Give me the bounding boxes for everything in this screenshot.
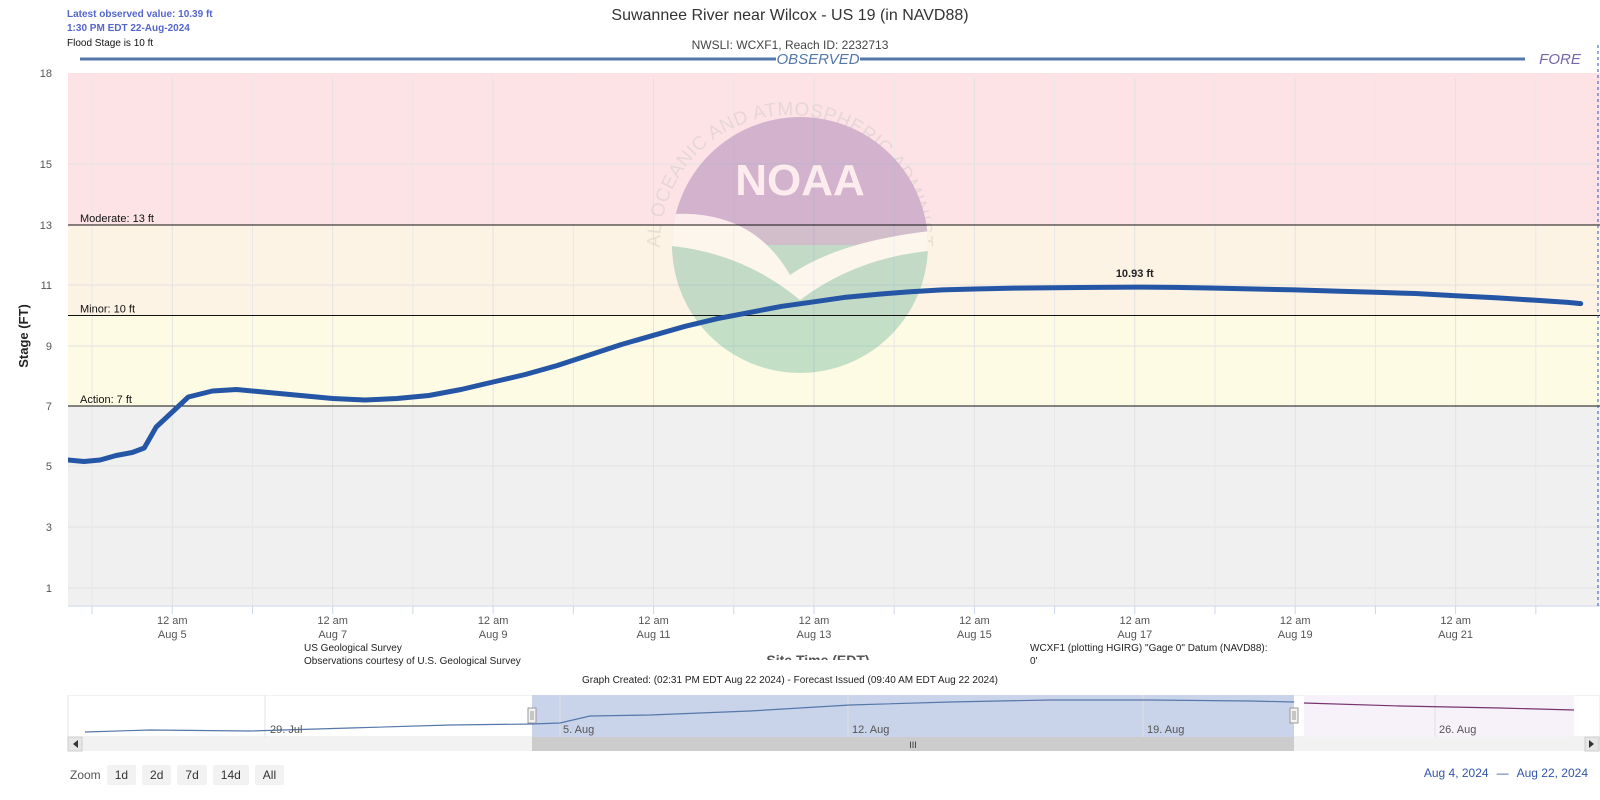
- chevron-left-icon: [73, 740, 78, 748]
- x-tick-label-date: Aug 13: [797, 629, 832, 641]
- x-tick-label-date: Aug 15: [957, 629, 992, 641]
- zoom-controls: Zoom 1d 2d 7d 14d All: [70, 764, 285, 786]
- peak-data-label: 10.93 ft: [1116, 268, 1154, 280]
- band-moderate: [68, 73, 1600, 225]
- zoom-7d-button[interactable]: 7d: [177, 765, 207, 785]
- x-tick-label-date: Aug 9: [479, 629, 508, 641]
- navigator-forecast-line: [1303, 702, 1575, 711]
- navigator-label-4: 26. Aug: [1439, 724, 1476, 736]
- navigator-selected-range[interactable]: [532, 695, 1294, 737]
- zoom-2d-button[interactable]: 2d: [142, 765, 172, 785]
- zoom-14d-button[interactable]: 14d: [212, 765, 249, 785]
- range-separator: —: [1496, 766, 1509, 780]
- x-tick-label-time: 12 am: [1119, 615, 1150, 627]
- range-navigator[interactable]: 29. Jul 5. Aug 12. Aug 19. Aug 26. Aug I…: [0, 695, 1600, 753]
- series-line-0: [68, 284, 1584, 464]
- x-tick-label-time: 12 am: [638, 615, 669, 627]
- x-tick-label-time: 12 am: [799, 615, 830, 627]
- threshold-label-moderate: Moderate: 13 ft: [80, 213, 154, 225]
- zoom-1d-button[interactable]: 1d: [106, 765, 137, 785]
- navigator-handle-right[interactable]: [1289, 707, 1299, 724]
- datum-line-2: 0': [1030, 656, 1038, 667]
- x-axis-title: Site Time (EDT): [766, 652, 869, 660]
- band-normal: [68, 406, 1600, 606]
- stage-bands: [68, 73, 1600, 606]
- navigator-label-0: 29. Jul: [270, 724, 302, 736]
- y-tick-label: 15: [40, 159, 52, 171]
- x-tick-label-date: Aug 19: [1278, 629, 1313, 641]
- x-axis: 12 am Aug 5 12 am Aug 7 12 am Aug 9 12 am Aug 1…: [68, 605, 1600, 641]
- y-tick-label: 18: [40, 68, 52, 80]
- threshold-label-minor: Minor: 10 ft: [80, 304, 135, 316]
- zoom-label: Zoom: [70, 768, 101, 782]
- y-tick-label: 11: [41, 280, 52, 292]
- source-line-1: US Geological Survey: [304, 643, 402, 654]
- navigator-label-3: 19. Aug: [1147, 724, 1184, 736]
- stage-series: [68, 284, 1584, 464]
- y-tick-label: 3: [46, 522, 52, 534]
- observed-label: OBSERVED: [776, 51, 859, 68]
- y-tick-label: 7: [46, 401, 52, 413]
- latest-observed-time: 1:30 PM EDT 22-Aug-2024: [67, 23, 190, 34]
- x-tick-label-date: Aug 5: [158, 629, 187, 641]
- scroll-right-button[interactable]: [1584, 736, 1600, 752]
- latest-observed-value: Latest observed value: 10.39 ft: [67, 9, 213, 20]
- band-action: [68, 315, 1600, 406]
- chevron-right-icon: [1589, 740, 1594, 748]
- hydrograph-chart: NATIONAL OCEANIC AND ATMOSPHERIC ADMINIS…: [0, 0, 1600, 660]
- x-tick-label-time: 12 am: [1280, 615, 1311, 627]
- threshold-lines: Moderate: 13 ft Minor: 10 ft Action: 7 ft: [68, 213, 1600, 407]
- x-tick-label-time: 12 am: [317, 615, 348, 627]
- threshold-label-action: Action: 7 ft: [80, 394, 132, 406]
- range-from-input[interactable]: Aug 4, 2024: [1423, 766, 1489, 780]
- x-tick-label-time: 12 am: [478, 615, 509, 627]
- navigator-observed-line: [84, 699, 1295, 733]
- watermark-logo-text: NOAA: [735, 156, 865, 205]
- y-tick-label: 1: [46, 583, 52, 595]
- chart-subtitle: NWSLI: WCXF1, Reach ID: 2232713: [691, 38, 889, 52]
- flood-stage-note: Flood Stage is 10 ft: [67, 38, 154, 49]
- scrollbar-grip-icon: III: [909, 740, 917, 750]
- chart-title: Suwannee River near Wilcox - US 19 (in N…: [611, 7, 969, 24]
- y-tick-label: 5: [46, 461, 52, 473]
- zoom-all-button[interactable]: All: [254, 765, 285, 785]
- y-tick-label: 13: [40, 220, 52, 232]
- x-tick-label-time: 12 am: [1440, 615, 1471, 627]
- date-range: Aug 4, 2024 — Aug 22, 2024: [1424, 766, 1588, 780]
- navigator-label-2: 12. Aug: [852, 724, 889, 736]
- x-tick-label-date: Aug 17: [1117, 629, 1152, 641]
- x-tick-label-date: Aug 11: [636, 629, 670, 641]
- navigator-label-1: 5. Aug: [563, 724, 594, 736]
- scroll-left-button[interactable]: [67, 736, 83, 752]
- graph-created-note: Graph Created: (02:31 PM EDT Aug 22 2024…: [582, 675, 998, 686]
- forecast-label: FORE: [1539, 51, 1582, 68]
- navigator-scrollbar-thumb[interactable]: [532, 737, 1294, 751]
- x-tick-label-date: Aug 21: [1438, 629, 1473, 641]
- x-tick-label-time: 12 am: [157, 615, 188, 627]
- navigator-handle-left[interactable]: [527, 707, 537, 724]
- y-tick-label: 9: [46, 341, 52, 353]
- navigator-forecast-range: [1304, 695, 1574, 737]
- y-axis-title: Stage (FT): [16, 304, 31, 368]
- datum-line-1: WCXF1 (plotting HGIRG) "Gage 0" Datum (N…: [1030, 643, 1268, 654]
- x-tick-label-date: Aug 7: [318, 629, 347, 641]
- x-tick-label-time: 12 am: [959, 615, 990, 627]
- range-to-input[interactable]: Aug 22, 2024: [1516, 766, 1588, 780]
- source-line-2: Observations courtesy of U.S. Geological…: [304, 656, 521, 667]
